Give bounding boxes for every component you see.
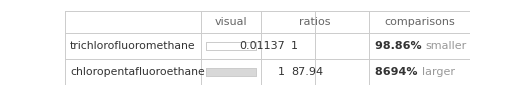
Text: 98.86%: 98.86%	[375, 41, 426, 51]
Bar	[206, 68, 256, 76]
Text: 1: 1	[291, 41, 298, 51]
Text: comparisons: comparisons	[384, 17, 455, 27]
Text: visual: visual	[215, 17, 247, 27]
Bar	[206, 42, 256, 50]
Text: trichlorofluoromethane: trichlorofluoromethane	[70, 41, 196, 51]
Bar	[206, 68, 256, 76]
Text: larger: larger	[422, 67, 455, 77]
Bar	[206, 68, 256, 76]
Text: ratios: ratios	[299, 17, 330, 27]
Text: chloropentafluoroethane: chloropentafluoroethane	[70, 67, 205, 77]
Bar	[206, 42, 256, 50]
Text: 8694%: 8694%	[375, 67, 422, 77]
Text: 87.94: 87.94	[291, 67, 323, 77]
Text: smaller: smaller	[426, 41, 467, 51]
Text: 1: 1	[278, 67, 284, 77]
Text: 0.01137: 0.01137	[239, 41, 284, 51]
